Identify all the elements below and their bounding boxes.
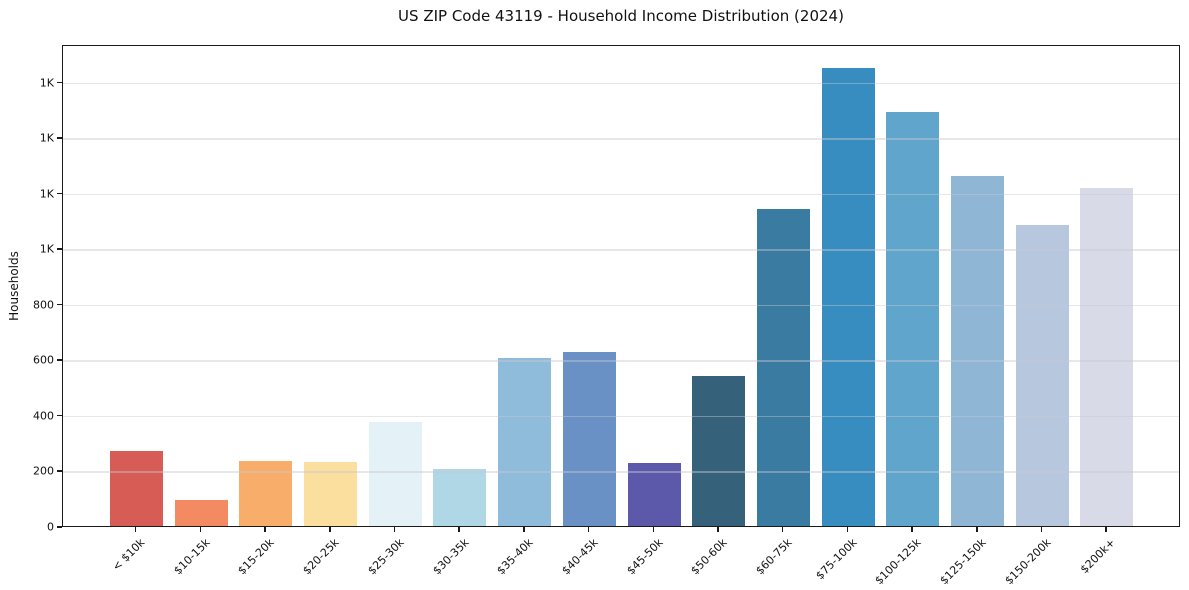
- y-tick-mark: [57, 248, 62, 250]
- bar-$30-35k: [433, 469, 487, 526]
- bar-$125-150k: [951, 176, 1004, 526]
- bar-$200k+: [1080, 188, 1134, 526]
- bar-$20-25k: [304, 462, 357, 526]
- x-tick-mark: [329, 527, 331, 532]
- gridline-1600: [63, 82, 1179, 84]
- bar-$40-45k: [562, 352, 616, 526]
- x-tick-label: $40-45k: [559, 536, 601, 578]
- y-tick-mark: [57, 303, 62, 306]
- x-tick-label: $200k+: [1078, 536, 1119, 577]
- x-tick-mark: [652, 527, 654, 532]
- y-tick-label: 600: [33, 353, 54, 367]
- gridline-600: [63, 360, 1179, 362]
- x-tick-mark: [199, 527, 202, 532]
- y-tick-mark: [57, 81, 62, 83]
- x-tick-mark: [976, 527, 978, 532]
- y-tick-mark: [57, 137, 62, 139]
- x-tick-label: $20-25k: [300, 536, 342, 578]
- x-tick-label: $25-30k: [365, 536, 407, 578]
- bar-$10-15k: [174, 500, 228, 526]
- gridline-1000: [63, 249, 1179, 251]
- x-tick-mark: [1105, 527, 1107, 532]
- x-tick-mark: [264, 527, 266, 532]
- x-tick-label: $10-15k: [171, 536, 213, 578]
- y-tick-label: 1K: [39, 131, 54, 145]
- x-tick-mark: [393, 527, 396, 532]
- x-tick-label: $100-125k: [872, 536, 925, 588]
- plot-area: [62, 45, 1180, 527]
- x-tick-label: $75-100k: [813, 536, 860, 583]
- gridline-800: [63, 304, 1179, 307]
- x-tick-mark: [846, 527, 849, 532]
- y-tick-label: 0: [47, 520, 54, 534]
- bar-$25-30k: [368, 422, 422, 526]
- x-tick-mark: [911, 527, 913, 532]
- bar-$75-100k: [821, 68, 875, 526]
- y-tick-mark: [57, 359, 62, 361]
- y-tick-mark: [57, 526, 62, 528]
- y-tick-mark: [57, 192, 62, 195]
- x-tick-label: $150-200k: [1002, 536, 1054, 588]
- y-tick-label: 1K: [39, 242, 54, 256]
- y-tick-label: 1K: [39, 187, 54, 201]
- bar-$15-20k: [239, 461, 293, 526]
- y-tick-label: 1K: [39, 76, 54, 89]
- gridline-1400: [63, 138, 1179, 140]
- gridline-200: [63, 471, 1179, 473]
- x-tick-label: $30-35k: [429, 536, 472, 578]
- x-tick-mark: [458, 527, 460, 532]
- x-tick-label: $125-150k: [937, 536, 989, 588]
- bar-$45-50k: [627, 463, 681, 526]
- bar-$150-200k: [1015, 225, 1069, 526]
- x-tick-mark: [781, 527, 784, 532]
- x-tick-label: $15-20k: [235, 536, 278, 578]
- x-tick-mark: [587, 527, 590, 532]
- x-tick-mark: [134, 527, 137, 532]
- y-tick-mark: [57, 470, 62, 472]
- gridline-400: [63, 415, 1179, 418]
- y-tick-label: 200: [33, 464, 54, 478]
- bar-$100-125k: [886, 112, 940, 526]
- x-tick-mark: [717, 527, 719, 532]
- y-tick-label: 800: [33, 298, 54, 312]
- bar-< $10k: [109, 451, 163, 526]
- bar-$60-75k: [756, 209, 810, 526]
- x-tick-label: $50-60k: [688, 536, 730, 578]
- gridline-1200: [63, 193, 1179, 196]
- x-tick-label: < $10k: [110, 536, 148, 574]
- bar-$35-40k: [498, 358, 552, 526]
- x-tick-mark: [523, 527, 525, 532]
- x-tick-mark: [1040, 527, 1043, 532]
- x-tick-label: $60-75k: [753, 536, 795, 578]
- chart-title: US ZIP Code 43119 - Household Income Dis…: [398, 7, 844, 25]
- bar-$50-60k: [692, 376, 746, 526]
- y-tick-mark: [57, 414, 62, 417]
- x-tick-label: $45-50k: [623, 536, 666, 578]
- y-tick-label: 400: [33, 409, 54, 423]
- x-tick-label: $35-40k: [494, 536, 536, 578]
